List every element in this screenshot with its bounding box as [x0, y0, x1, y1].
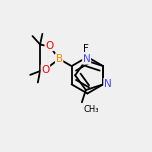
- Text: N: N: [104, 79, 112, 89]
- Text: O: O: [45, 41, 53, 50]
- Text: B: B: [55, 54, 63, 64]
- Text: N: N: [83, 54, 90, 64]
- Text: CH₃: CH₃: [83, 105, 99, 114]
- Text: F: F: [83, 44, 89, 54]
- Text: O: O: [41, 65, 50, 75]
